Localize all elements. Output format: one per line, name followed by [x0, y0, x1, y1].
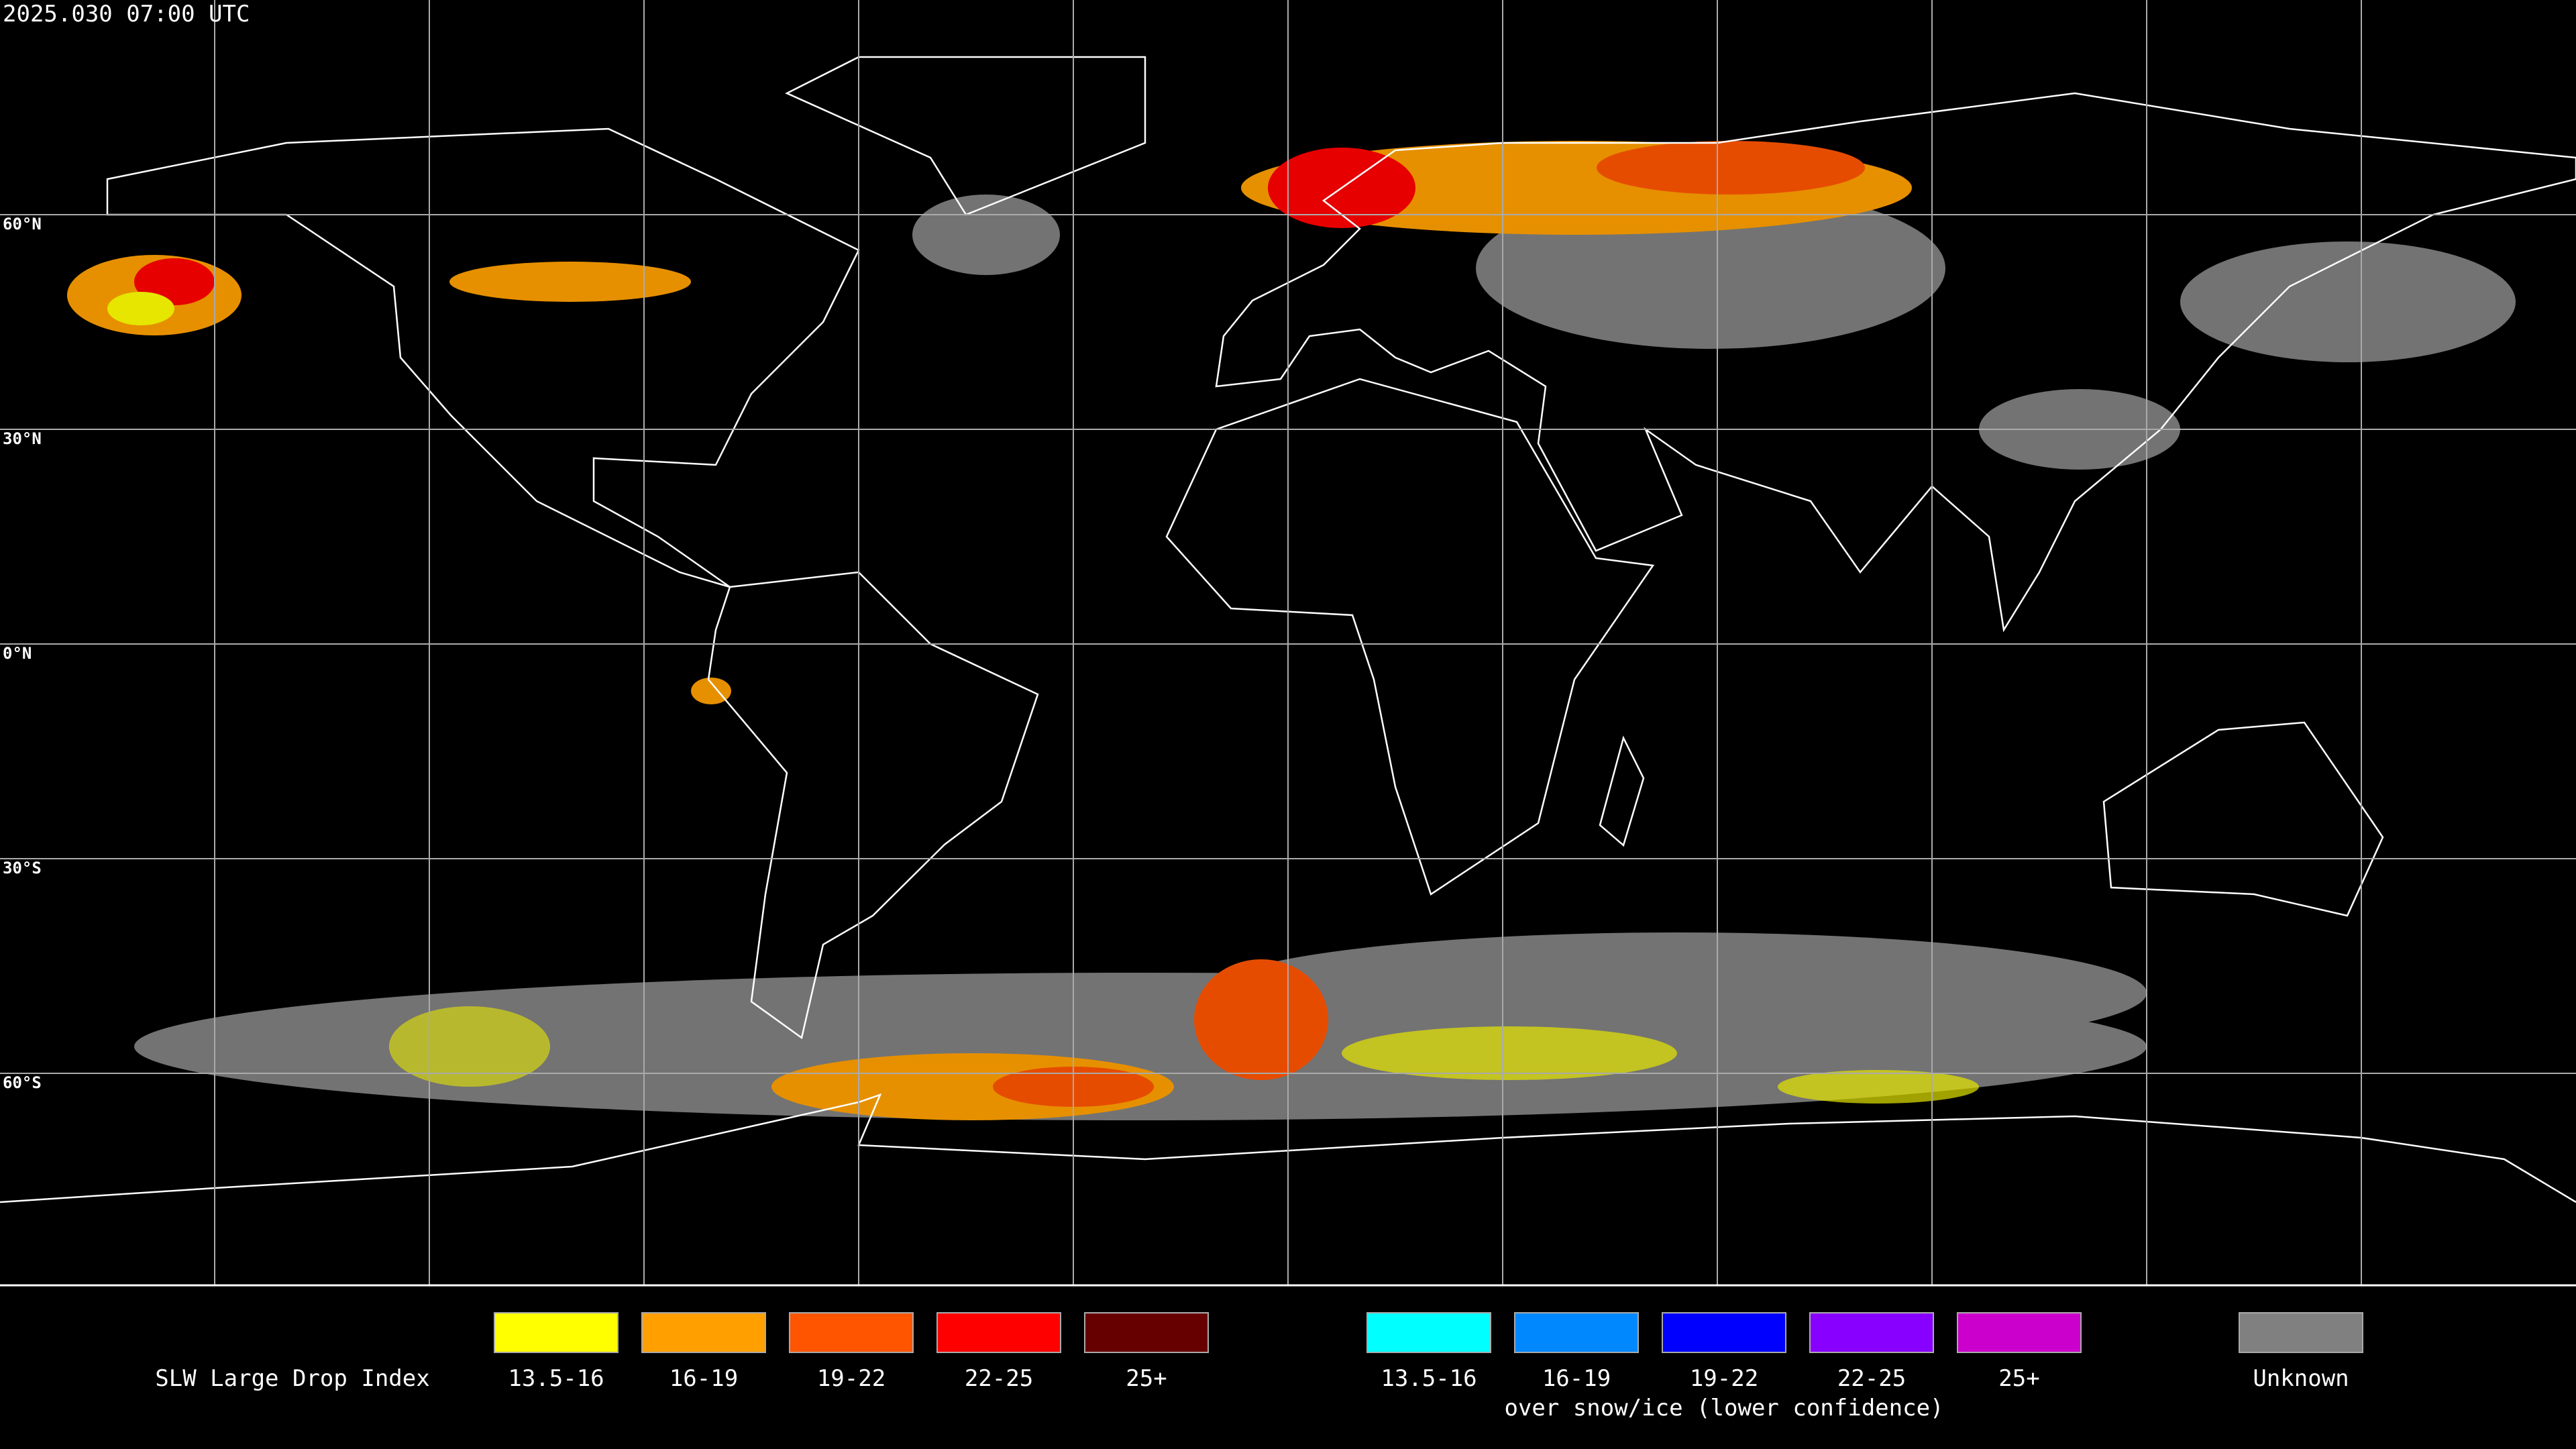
- legend-label: Unknown: [2253, 1365, 2349, 1392]
- legend-swatch: [1809, 1312, 1934, 1353]
- coastline: [1215, 92, 2576, 633]
- coastline: [1165, 378, 1655, 896]
- drop-area: [389, 1006, 550, 1087]
- latitude-label: 30°S: [3, 859, 42, 877]
- legend-swatch: [494, 1312, 619, 1353]
- drop-area: [1778, 1070, 1979, 1104]
- legend-swatch: [936, 1312, 1061, 1353]
- legend-swatch: [1084, 1312, 1209, 1353]
- coastline: [106, 127, 860, 588]
- drop-area: [1342, 1026, 1677, 1080]
- legend-swatch: [1957, 1312, 2082, 1353]
- graticule: [0, 0, 2576, 1285]
- legend-label: 19-22: [817, 1365, 885, 1392]
- legend-swatch: [2239, 1312, 2363, 1353]
- drop-area: [1194, 959, 1328, 1080]
- legend-swatch: [1366, 1312, 1491, 1353]
- timestamp: 2025.030 07:00 UTC: [3, 1, 250, 28]
- legend-title: SLW Large Drop Index: [155, 1365, 429, 1392]
- unknown-area: [1208, 932, 2147, 1053]
- drop-area: [1597, 141, 1865, 195]
- legend-swatch: [789, 1312, 914, 1353]
- unknown-area: [2180, 241, 2516, 362]
- latitude-label: 30°N: [3, 429, 42, 448]
- legend-label: 19-22: [1690, 1365, 1758, 1392]
- latitude-label: 60°N: [3, 215, 42, 233]
- legend-label: 16-19: [669, 1365, 738, 1392]
- legend-label: 13.5-16: [508, 1365, 604, 1392]
- coastlines: [0, 56, 2576, 1203]
- legend-label: 22-25: [1837, 1365, 1906, 1392]
- legend-swatch: [1662, 1312, 1786, 1353]
- coastline: [707, 571, 1039, 1040]
- legend-label: 22-25: [965, 1365, 1033, 1392]
- coastline: [2102, 721, 2384, 917]
- legend-label: 25+: [1998, 1365, 2039, 1392]
- drop-area: [691, 678, 731, 704]
- drop-area: [449, 262, 691, 302]
- legend-label: 13.5-16: [1381, 1365, 1477, 1392]
- legend-swatch: [1514, 1312, 1639, 1353]
- data-overlay: [67, 141, 2516, 1120]
- latitude-label: 0°N: [3, 644, 32, 663]
- legend-swatch: [641, 1312, 766, 1353]
- legend-label: 16-19: [1542, 1365, 1611, 1392]
- latitude-label: 60°S: [3, 1073, 42, 1092]
- coastline: [1599, 735, 1645, 847]
- legend-note: over snow/ice (lower confidence): [1504, 1395, 1943, 1421]
- legend: 13.5-16 16-19 19-22 22-25 25+ 13.5-16 16-19 19-…: [494, 1312, 2363, 1421]
- drop-area: [107, 292, 174, 325]
- legend-label: 25+: [1126, 1365, 1167, 1392]
